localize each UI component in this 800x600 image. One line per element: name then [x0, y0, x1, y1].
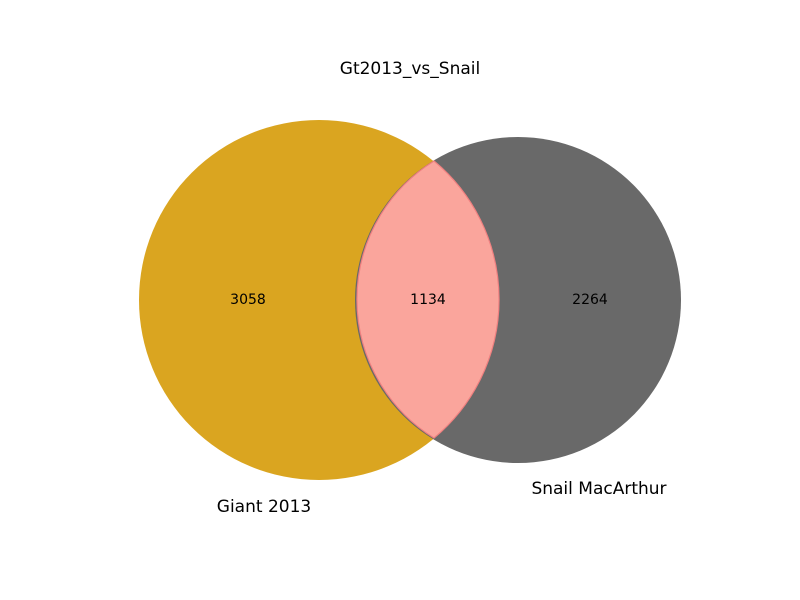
count-giant-2013-only: 3058: [230, 292, 266, 308]
set-label-snail-macarthur: Snail MacArthur: [531, 479, 666, 499]
intersection-region: [356, 160, 500, 439]
set-label-giant-2013: Giant 2013: [217, 497, 311, 517]
count-intersection: 1134: [410, 292, 446, 308]
diagram-title: Gt2013_vs_Snail: [340, 59, 480, 79]
count-snail-macarthur-only: 2264: [572, 292, 608, 308]
